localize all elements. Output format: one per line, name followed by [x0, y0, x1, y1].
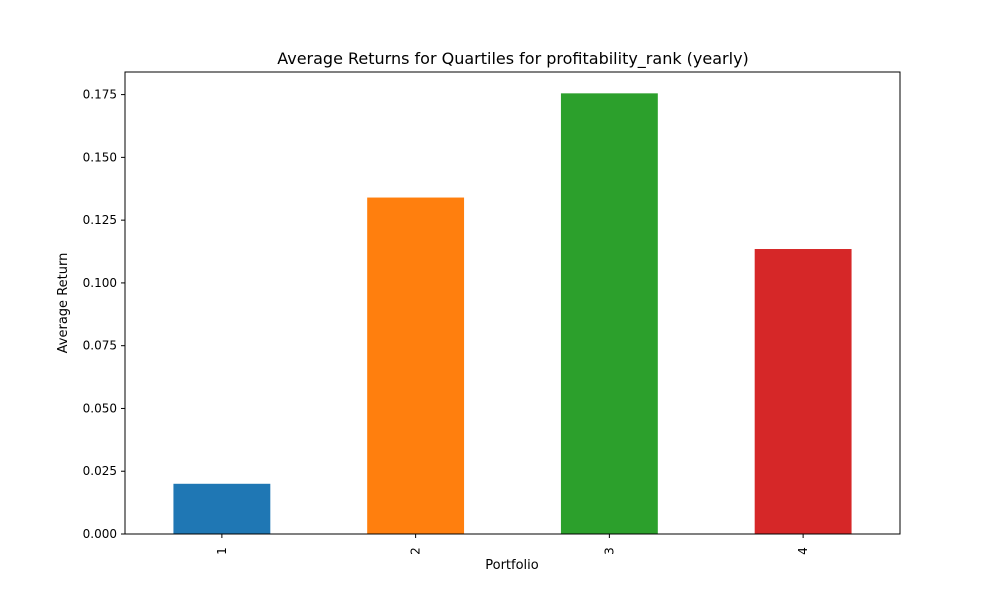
bar-portfolio-3: [560, 93, 658, 534]
y-tick-label: 0.075: [83, 339, 117, 353]
bar-portfolio-4: [754, 249, 852, 535]
y-ticks-group: 0.000 0.025 0.050 0.075 0.100 0.125 0.150 0.175: [83, 88, 125, 541]
y-tick-label: 0.025: [83, 464, 117, 478]
bars-group: [173, 93, 852, 535]
y-tick-label: 0.125: [83, 213, 117, 227]
x-axis-label: Portfolio: [485, 558, 539, 573]
chart-title: Average Returns for Quartiles for profit…: [277, 49, 749, 69]
x-tick-label: 1: [215, 547, 229, 555]
plot-frame: [124, 71, 901, 535]
bar-portfolio-2: [367, 197, 465, 535]
x-tick-label: 4: [796, 547, 810, 555]
x-tick-label: 2: [409, 547, 423, 555]
bar-portfolio-1: [173, 483, 271, 534]
y-axis-label: Average Return: [56, 253, 71, 354]
x-ticks-group: 1 2 3 4: [215, 534, 810, 555]
y-tick-label: 0.150: [83, 150, 117, 164]
y-tick-label: 0.175: [83, 88, 117, 102]
x-tick-label: 3: [602, 547, 616, 555]
y-tick-label: 0.000: [83, 527, 117, 541]
y-tick-label: 0.050: [83, 401, 117, 415]
y-tick-label: 0.100: [83, 276, 117, 290]
